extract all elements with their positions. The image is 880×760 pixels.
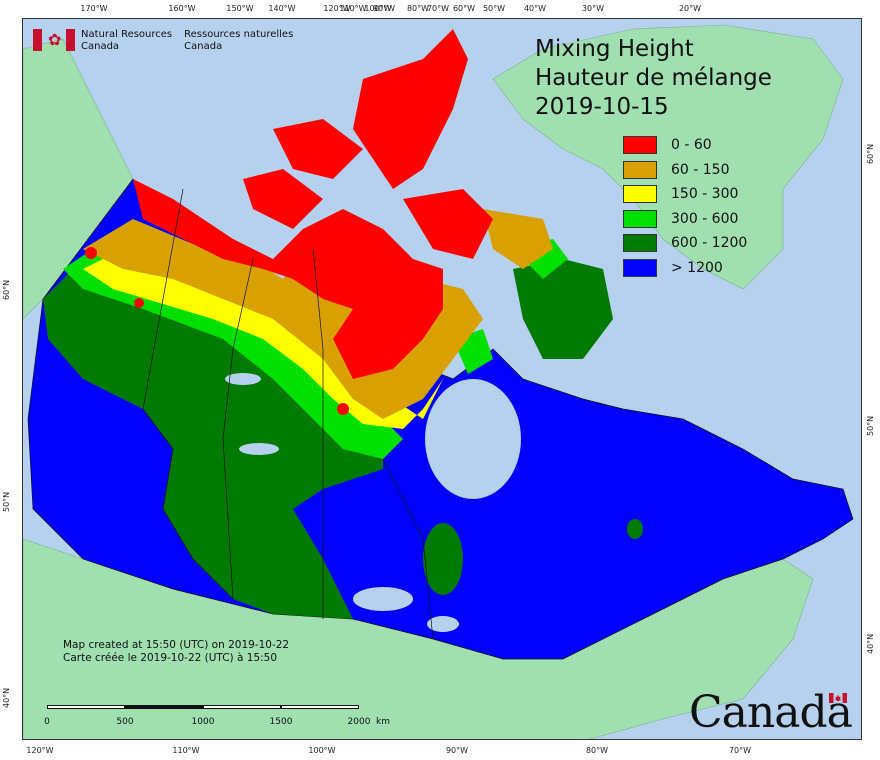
tick-top: 70°W <box>426 4 450 13</box>
tick-bottom: 80°W <box>585 746 609 755</box>
legend-item: 0 - 60 <box>623 133 747 158</box>
scale-label: 1500 <box>269 717 293 727</box>
tick-top: 30°W <box>581 4 605 13</box>
zone-600-1200 <box>423 523 463 595</box>
legend-label: 600 - 1200 <box>671 235 748 252</box>
legend-swatch <box>623 258 657 277</box>
zone-0-60 <box>273 119 363 179</box>
tick-bottom: 90°W <box>445 746 469 755</box>
tick-top: 170°W <box>80 4 108 13</box>
tick-top: 40°W <box>523 4 547 13</box>
zone-0-60 <box>353 29 468 189</box>
scale-label: 2000 <box>347 717 371 727</box>
hudson-bay <box>425 379 521 499</box>
tick-bottom: 70°W <box>728 746 752 755</box>
greenland-land <box>492 24 844 290</box>
zone-600-1200 <box>627 519 643 539</box>
nrcan-logo: ✿ Natural Resources Canada Ressources na… <box>33 29 293 53</box>
title-date: 2019-10-15 <box>535 94 669 120</box>
org-name-english: Natural Resources Canada <box>81 29 173 52</box>
legend-label: 60 - 150 <box>671 161 730 178</box>
tick-top: 100°W <box>364 4 392 13</box>
zone-60-150 <box>483 209 553 269</box>
province-border <box>312 248 324 619</box>
lake <box>353 587 413 611</box>
lake <box>427 616 459 632</box>
tick-bottom: 110°W <box>172 746 200 755</box>
legend-item: > 1200 <box>623 256 747 281</box>
legend: 0 - 60 60 - 150 150 - 300 300 - 600 600 … <box>623 133 747 280</box>
tick-top: 120°W <box>323 4 351 13</box>
tick-right: 60°N <box>866 143 875 164</box>
legend-swatch <box>623 209 657 228</box>
tick-top: 140°W <box>268 4 296 13</box>
legend-swatch <box>623 160 657 179</box>
legend-item: 600 - 1200 <box>623 231 747 256</box>
tick-right: 40°N <box>866 633 875 654</box>
tick-bottom: 100°W <box>308 746 336 755</box>
zone-0-60 <box>85 247 97 259</box>
tick-left: 60°N <box>2 279 11 300</box>
scale-label: 1000 <box>191 717 215 727</box>
zone-0-60 <box>403 189 493 259</box>
tick-right: 50°N <box>866 415 875 436</box>
tick-left: 50°N <box>2 491 11 512</box>
canada-flag-icon: ✿ <box>33 29 75 51</box>
legend-item: 300 - 600 <box>623 207 747 232</box>
wordmark-flag-icon <box>829 693 847 703</box>
legend-label: > 1200 <box>671 259 723 276</box>
map-graphic <box>23 24 854 739</box>
tick-top: 60°W <box>452 4 476 13</box>
scale-label: 0 <box>44 717 50 727</box>
legend-swatch <box>623 185 657 204</box>
tick-top: 160°W <box>168 4 196 13</box>
zone-0-60 <box>337 403 349 415</box>
map-title: Mixing Height Hauteur de mélange 2019-10… <box>535 35 772 122</box>
legend-swatch <box>623 234 657 253</box>
zone-0-60 <box>243 169 323 229</box>
province-border <box>382 458 434 640</box>
tick-top: 110°W <box>339 4 367 13</box>
legend-label: 150 - 300 <box>671 186 739 203</box>
legend-label: 300 - 600 <box>671 210 739 227</box>
tick-top: 90°W <box>372 4 396 13</box>
map-area: ✿ Natural Resources Canada Ressources na… <box>22 18 862 740</box>
tick-top: 20°W <box>678 4 702 13</box>
tick-top: 150°W <box>226 4 254 13</box>
scale-bar: 0 500 1000 1500 2000 km <box>44 705 390 729</box>
tick-left: 40°N <box>2 687 11 708</box>
creation-note-english: Map created at 15:50 (UTC) on 2019-10-22 <box>63 639 290 651</box>
lake <box>239 443 279 455</box>
tick-bottom: 120°W <box>26 746 54 755</box>
zone-300-600 <box>63 249 403 459</box>
zone-600-1200 <box>513 259 613 359</box>
legend-swatch <box>623 136 657 155</box>
org-name-french: Ressources naturelles Canada <box>184 29 294 52</box>
province-border <box>222 258 254 600</box>
zone-0-60 <box>134 298 144 308</box>
legend-item: 60 - 150 <box>623 158 747 183</box>
title-english: Mixing Height <box>535 36 694 62</box>
creation-note-french: Carte créée le 2019-10-22 (UTC) à 15:50 <box>63 652 278 664</box>
legend-label: 0 - 60 <box>671 137 712 154</box>
scale-label: 500 <box>116 717 134 727</box>
lake <box>225 373 261 385</box>
tick-top: 50°W <box>482 4 506 13</box>
province-border <box>142 188 234 600</box>
canada-wordmark: Canada <box>689 687 853 738</box>
creation-note: Map created at 15:50 (UTC) on 2019-10-22… <box>63 639 289 665</box>
tick-top: 80°W <box>406 4 430 13</box>
title-french: Hauteur de mélange <box>535 65 772 91</box>
legend-item: 150 - 300 <box>623 182 747 207</box>
zone-0-60 <box>133 179 443 379</box>
scale-unit: km <box>376 717 390 727</box>
